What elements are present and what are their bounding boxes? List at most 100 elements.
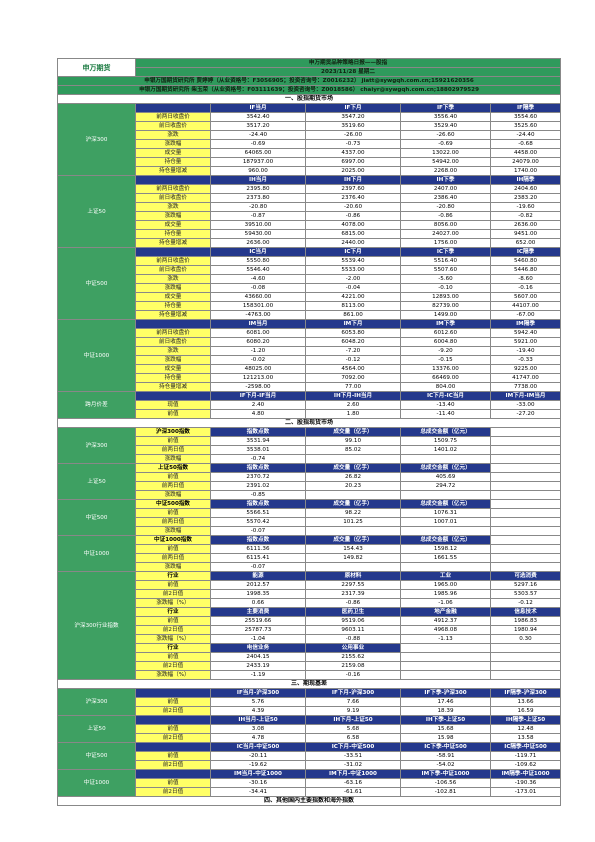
column-header: 指数点数	[210, 427, 306, 437]
row: 四、其他国内主要指数和海外指数	[56, 796, 562, 806]
value: 4.80	[210, 409, 306, 419]
row-label: 前日收盘价	[135, 337, 211, 347]
row-label: 前值	[135, 580, 211, 590]
row-label: 涨跌幅（%）	[135, 670, 211, 680]
value: -26.00	[305, 130, 401, 140]
value: 5546.40	[210, 265, 306, 275]
row: 涨跌幅（%） -1.04 -0.88 -1.13 0.30	[58, 634, 562, 644]
row-label: 前值	[135, 778, 211, 788]
row: 持仓量增减 2636.00 2440.00 1756.00 652.00	[58, 238, 562, 248]
column-header: 工业	[400, 571, 491, 581]
value: -0.12	[305, 355, 401, 365]
block-name: 中证1000	[57, 535, 136, 572]
column-header: IM隔季	[489, 319, 562, 329]
row-label: 前值	[135, 409, 211, 419]
value: 59430.00	[210, 229, 306, 239]
value: 7092.00	[305, 373, 401, 383]
value: 1756.00	[400, 238, 491, 248]
header-cell	[135, 175, 211, 185]
analyst: 申银万国期货研究所 贾婷婷（从业资格号：F3056905；投资咨询号：Z0016…	[56, 76, 562, 86]
row-label: 前值	[135, 472, 211, 482]
value: 5507.60	[400, 265, 491, 275]
row-label: 涨跌	[135, 202, 211, 212]
row-label: 涨跌幅	[135, 211, 211, 221]
row-label: 前2日值	[135, 706, 211, 716]
value: 5303.57	[489, 589, 562, 599]
row-label: 前两日收盘价	[135, 112, 211, 122]
row-label: 涨跌	[135, 274, 211, 284]
value: -11.40	[400, 409, 491, 419]
value: 17.46	[400, 697, 491, 707]
row-label: 涨跌	[135, 130, 211, 140]
row-label: 前日收盘价	[135, 121, 211, 131]
row: 二、股指现货市场	[56, 418, 562, 428]
column-header: 电信业务	[210, 643, 306, 653]
header-cell	[135, 103, 211, 113]
column-header: IH下月-上证50	[305, 715, 401, 725]
column-header: IH下月-IH当月	[305, 391, 401, 401]
row-label: 前2日值	[135, 787, 211, 797]
empty-cell	[489, 427, 562, 437]
row: 前值 25519.66 9519.06 4912.37 1986.83	[58, 616, 562, 626]
row-label: 持仓量	[135, 229, 211, 239]
row: 中证1000 IM当月-中证1000 IM下月-中证1000 IM下季-中证1000 I…	[57, 769, 562, 797]
column-header: IH当月	[210, 175, 306, 185]
value: 77.00	[305, 382, 401, 392]
empty-cell	[489, 526, 562, 536]
group-head: 行业	[135, 643, 211, 653]
value: 4337.00	[305, 148, 401, 158]
value: -67.00	[489, 310, 562, 320]
row: 前值 3531.94 99.10 1509.75	[58, 436, 562, 446]
column-header: 总成交金额（亿元）	[400, 499, 491, 509]
column-header: IC下季-中证500	[400, 742, 491, 752]
value: 405.69	[400, 472, 491, 482]
value: -0.12	[489, 598, 562, 608]
value: 3547.20	[305, 112, 401, 122]
empty-cell	[400, 562, 491, 572]
value: 7738.00	[489, 382, 562, 392]
value: 6997.00	[305, 157, 401, 167]
row-label: 持仓量增减	[135, 382, 211, 392]
value: 66469.00	[400, 373, 491, 383]
row-label: 涨跌幅	[135, 139, 211, 149]
header-cell	[135, 319, 211, 329]
value: 44107.00	[489, 301, 562, 311]
value: 2407.00	[400, 184, 491, 194]
value: 5446.80	[489, 265, 562, 275]
group-head: 行业	[135, 607, 211, 617]
value: 82739.00	[400, 301, 491, 311]
value: 5516.40	[400, 256, 491, 266]
value: 2268.00	[400, 166, 491, 176]
value: -4763.00	[210, 310, 306, 320]
empty-cell	[489, 481, 562, 491]
row-label: 涨跌幅	[135, 283, 211, 293]
row: 中证500 IC当月 IC下月 IC下季 IC隔季	[57, 247, 562, 320]
value: 1509.75	[400, 436, 491, 446]
value: 26.82	[305, 472, 401, 482]
row: 前值 -30.16 -63.16 -106.56 -190.36	[58, 778, 562, 788]
row: 前值 -20.11 -33.51 -58.91 -119.71	[58, 751, 562, 761]
header-cell	[135, 742, 211, 752]
value: 3519.60	[305, 121, 401, 131]
value: 4564.00	[305, 364, 401, 374]
row: 上证50 IH当月 IH下月 IH下季 IH隔季	[57, 175, 562, 248]
column-header: IC当月	[210, 247, 306, 257]
value: 2386.40	[400, 193, 491, 203]
header-cell	[135, 688, 211, 698]
value: 4912.37	[400, 616, 491, 626]
row-label: 持仓量	[135, 157, 211, 167]
row: 成交量 64065.00 4337.00 13022.00 4458.00	[58, 148, 562, 158]
value: -0.85	[210, 490, 306, 500]
row: 成交量 39510.00 4078.00 8056.00 2636.00	[58, 220, 562, 230]
value: 13.58	[489, 733, 562, 743]
column-header: IM下月-IM当月	[489, 391, 562, 401]
empty-cell	[400, 652, 491, 662]
row: 前值 2012.57 2297.55 1965.00 5297.16	[58, 580, 562, 590]
empty-cell	[400, 670, 491, 680]
header-cell	[135, 769, 211, 779]
row-label: 前日收盘价	[135, 193, 211, 203]
date: 2023/11/28 星期二	[134, 67, 562, 77]
value: -9.20	[400, 346, 491, 356]
value: -0.16	[305, 670, 401, 680]
value: 5607.00	[489, 292, 562, 302]
